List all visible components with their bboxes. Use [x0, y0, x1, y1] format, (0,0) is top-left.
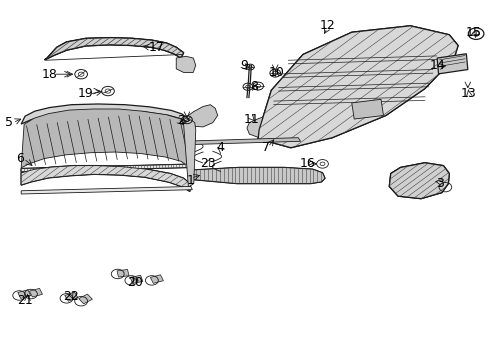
Polygon shape	[29, 288, 42, 297]
Text: 7: 7	[262, 141, 270, 154]
Polygon shape	[21, 164, 189, 172]
PathPatch shape	[21, 166, 189, 192]
Polygon shape	[183, 120, 195, 187]
Text: 3: 3	[435, 177, 443, 190]
Polygon shape	[176, 56, 195, 72]
Polygon shape	[150, 275, 163, 283]
Text: 10: 10	[268, 66, 284, 79]
Polygon shape	[21, 166, 189, 192]
Polygon shape	[21, 104, 188, 124]
Polygon shape	[351, 99, 383, 119]
Text: 9: 9	[240, 59, 248, 72]
PathPatch shape	[44, 38, 183, 60]
Text: 13: 13	[460, 87, 476, 100]
Text: 12: 12	[319, 19, 335, 32]
Text: 19: 19	[78, 87, 94, 100]
Text: 11: 11	[244, 113, 259, 126]
Text: 21: 21	[17, 294, 33, 307]
Polygon shape	[130, 275, 142, 283]
Text: 15: 15	[465, 27, 481, 40]
Polygon shape	[181, 138, 300, 145]
Polygon shape	[188, 167, 325, 184]
Polygon shape	[268, 120, 288, 143]
Polygon shape	[436, 54, 467, 74]
PathPatch shape	[188, 167, 325, 184]
Polygon shape	[18, 290, 31, 298]
PathPatch shape	[258, 26, 457, 148]
Polygon shape	[64, 292, 78, 301]
Text: 22: 22	[63, 290, 79, 303]
Polygon shape	[183, 105, 217, 127]
Text: 5: 5	[5, 116, 14, 129]
Text: 23: 23	[200, 157, 215, 170]
PathPatch shape	[21, 164, 189, 172]
Text: 4: 4	[216, 141, 224, 154]
Text: 17: 17	[148, 41, 164, 54]
Text: 16: 16	[300, 157, 315, 170]
Polygon shape	[117, 270, 129, 277]
Polygon shape	[79, 294, 92, 304]
Polygon shape	[258, 26, 457, 148]
Text: 2: 2	[177, 114, 184, 127]
Text: 1: 1	[186, 174, 194, 186]
Polygon shape	[246, 116, 272, 138]
Text: 6: 6	[16, 152, 24, 165]
PathPatch shape	[388, 163, 448, 199]
Text: 8: 8	[250, 80, 258, 93]
Polygon shape	[44, 38, 183, 60]
Polygon shape	[388, 163, 448, 199]
Text: 14: 14	[428, 59, 444, 72]
Polygon shape	[21, 109, 186, 168]
Text: 18: 18	[41, 68, 57, 81]
Polygon shape	[21, 186, 192, 194]
Text: 20: 20	[126, 276, 142, 289]
